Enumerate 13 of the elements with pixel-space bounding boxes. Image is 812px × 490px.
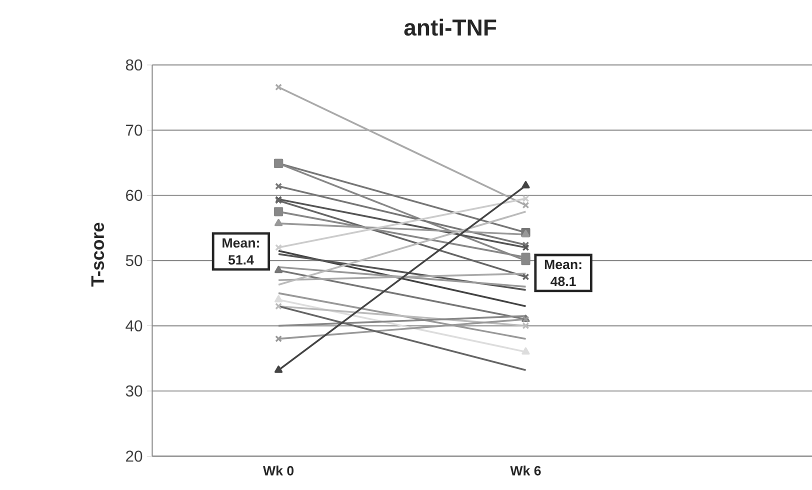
- annotation: Mean: 48.1: [544, 260, 582, 286]
- y-tick-label: 50: [126, 255, 142, 266]
- chart-title: anti-TNF: [404, 18, 496, 36]
- x-tick-label: Wk 0: [263, 466, 294, 476]
- y-tick-label: 70: [126, 124, 142, 136]
- y-axis-title: T-score: [91, 222, 104, 287]
- y-tick-label: 20: [126, 450, 142, 462]
- y-tick-label: 80: [126, 59, 142, 71]
- annotation: Mean: 51.4: [222, 238, 259, 265]
- x-tick-label: Wk 6: [510, 466, 541, 476]
- y-tick-label: 30: [126, 385, 142, 397]
- y-tick-label: 60: [126, 190, 142, 202]
- y-tick-label: 40: [126, 320, 142, 332]
